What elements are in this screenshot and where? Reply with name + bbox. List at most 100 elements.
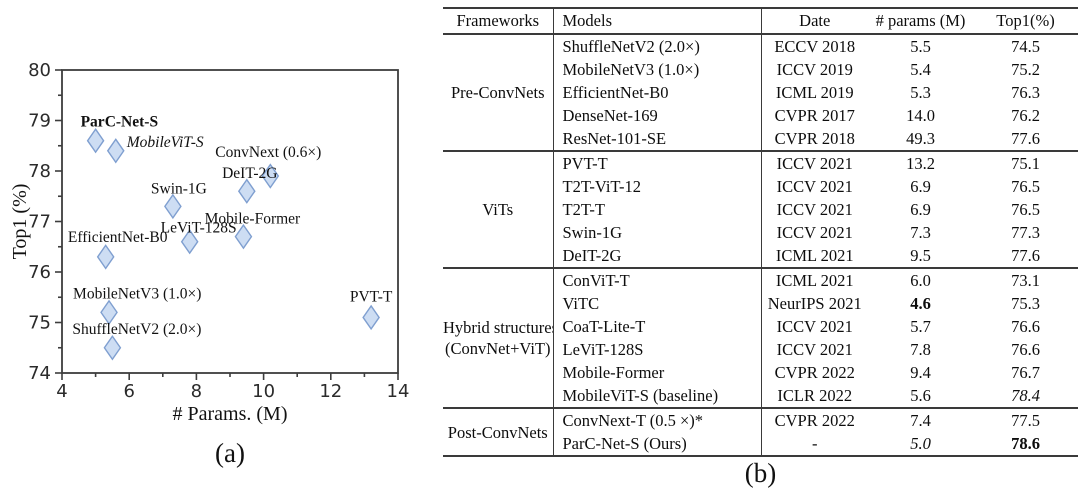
cell-date: CVPR 2017: [774, 106, 855, 125]
point-label: LeViT-128S: [161, 220, 237, 237]
scatter-point: [103, 335, 122, 361]
table-row: DeIT-2G ICML 2021 9.5 77.6: [443, 244, 1078, 268]
scatter-point: [180, 228, 199, 255]
x-tick-label: 6: [123, 381, 134, 402]
cell-model: EfficientNet-B0: [553, 81, 762, 104]
cell-params: 7.4: [910, 411, 931, 430]
framework-group: Post-ConvNets ConvNext-T (0.5 ×)* CVPR 202…: [443, 408, 1078, 456]
panel-a: 4 6 8 10 12 14 74 75 76 77 78 79 80 # Params. (M) Top1…: [0, 0, 440, 482]
cell-params: 9.4: [910, 363, 931, 382]
cell-top1: 77.5: [1011, 411, 1040, 430]
y-tick-label: 79: [28, 111, 51, 132]
y-tick-label: 80: [28, 60, 51, 81]
cell-model: ConViT-T: [553, 268, 762, 292]
header-row: Frameworks Models Date # params (M) Top1(%): [443, 8, 1078, 34]
point-label: Swin-1G: [151, 180, 207, 197]
cell-params: 5.0: [910, 434, 931, 453]
cell-params: 6.0: [910, 271, 931, 290]
cell-params: 4.6: [910, 294, 931, 313]
cell-top1: 76.2: [1011, 106, 1040, 125]
cell-date: ICML 2021: [775, 246, 854, 265]
cell-params: 5.4: [910, 60, 931, 79]
cell-params: 6.9: [910, 177, 931, 196]
results-table: Frameworks Models Date # params (M) Top1(%) …: [443, 7, 1078, 457]
table-row: Mobile-Former CVPR 2022 9.4 76.7: [443, 361, 1078, 384]
cell-date: CVPR 2022: [774, 411, 855, 430]
cell-top1: 76.3: [1011, 83, 1040, 102]
framework-name: Hybrid structures: [443, 318, 553, 337]
point-label: ShuffleNetV2 (2.0×): [72, 321, 201, 338]
table-row: LeViT-128S ICCV 2021 7.8 76.6: [443, 338, 1078, 361]
cell-model: CoaT-Lite-T: [553, 315, 762, 338]
y-tick-label: 77: [28, 212, 51, 233]
framework-name: Pre-ConvNets: [451, 83, 545, 102]
y-tick-label: 76: [28, 262, 51, 283]
cell-params: 5.5: [910, 37, 931, 56]
column-header: Top1(%): [996, 11, 1055, 30]
cell-model: ConvNext-T (0.5 ×)*: [553, 408, 762, 432]
column-header: # params (M): [875, 11, 966, 30]
cell-params: 5.7: [910, 317, 931, 336]
scatter-point: [164, 193, 182, 220]
cell-top1: 75.2: [1011, 60, 1040, 79]
cell-top1: 77.6: [1011, 129, 1040, 148]
scatter-point: [237, 178, 256, 204]
table-row: ResNet-101-SE CVPR 2018 49.3 77.6: [443, 127, 1078, 151]
framework-name: Post-ConvNets: [447, 422, 548, 442]
cell-top1: 78.6: [1011, 434, 1040, 453]
cell-top1: 77.6: [1011, 246, 1040, 265]
cell-date: ICCV 2021: [776, 317, 853, 336]
x-tick-label: 4: [56, 381, 67, 402]
cell-date: ICCV 2021: [776, 200, 853, 219]
cell-top1: 78.4: [1011, 386, 1040, 405]
scatter-point: [234, 223, 253, 250]
y-tick-label: 75: [28, 313, 51, 334]
cell-params: 5.6: [910, 386, 931, 405]
table-row: DenseNet-169 CVPR 2017 14.0 76.2: [443, 104, 1078, 127]
y-tick-label: 78: [28, 161, 51, 182]
framework-group: Pre-ConvNets ShuffleNetV2 (2.0×) ECCV 2018…: [443, 34, 1078, 151]
cell-model: T2T-T: [553, 198, 762, 221]
cell-date: ECCV 2018: [774, 37, 856, 56]
cell-date: ICCV 2021: [776, 154, 853, 173]
table-row: CoaT-Lite-T ICCV 2021 5.7 76.6: [443, 315, 1078, 338]
panel-b: Frameworks Models Date # params (M) Top1(%) …: [440, 0, 1080, 488]
cell-model: MobileViT-S (baseline): [553, 384, 762, 408]
cell-params: 7.8: [910, 340, 931, 359]
cell-model: Mobile-Former: [553, 361, 762, 384]
cell-params: 6.9: [910, 200, 931, 219]
point-label: DeIT-2G: [222, 165, 277, 182]
scatter-point: [100, 299, 118, 326]
caption-b: (b): [744, 458, 777, 488]
scatter-plot: 4 6 8 10 12 14 74 75 76 77 78 79 80 # Params. (M) Top1…: [9, 60, 409, 425]
scatter-point: [261, 163, 280, 189]
column-header: Models: [553, 8, 762, 34]
cell-model: ResNet-101-SE: [553, 127, 762, 151]
cell-model: ParC-Net-S (Ours): [553, 432, 762, 456]
cell-model: DeIT-2G: [553, 244, 762, 268]
column-header: Date: [799, 11, 831, 30]
cell-top1: 76.5: [1011, 177, 1040, 196]
point-label: ParC-Net-S: [81, 114, 158, 131]
framework-group: ViTs PVT-T ICCV 2021 13.2 75.1 T2T-ViT-12 ICCV…: [443, 151, 1078, 268]
table-row: T2T-T ICCV 2021 6.9 76.5: [443, 198, 1078, 221]
y-axis-label: Top1 (%): [9, 184, 31, 260]
cell-top1: 76.7: [1011, 363, 1040, 382]
cell-model: T2T-ViT-12: [553, 175, 762, 198]
cell-date: ICML 2021: [775, 271, 854, 290]
x-tick-label: 10: [252, 381, 275, 402]
scatter-point: [362, 304, 380, 331]
cell-date: ICCV 2021: [776, 223, 853, 242]
table-row: ParC-Net-S (Ours) - 5.0 78.6: [443, 432, 1078, 456]
table-row: Pre-ConvNets ShuffleNetV2 (2.0×) ECCV 2018…: [443, 34, 1078, 151]
cell-date: ICCV 2019: [776, 60, 853, 79]
table-row: MobileNetV3 (1.0×) ICCV 2019 5.4 75.2: [443, 58, 1078, 81]
x-tick-label: 12: [319, 381, 342, 402]
cell-date: CVPR 2018: [774, 129, 855, 148]
cell-date: NeurIPS 2021: [767, 294, 862, 313]
table-row: Hybrid structures (ConvNet+ViT) ConViT-T IC…: [443, 268, 1078, 408]
cell-model: DenseNet-169: [553, 104, 762, 127]
y-tick-label: 74: [28, 363, 51, 384]
cell-model: PVT-T: [553, 151, 762, 175]
x-axis-label: # Params. (M): [173, 403, 288, 425]
